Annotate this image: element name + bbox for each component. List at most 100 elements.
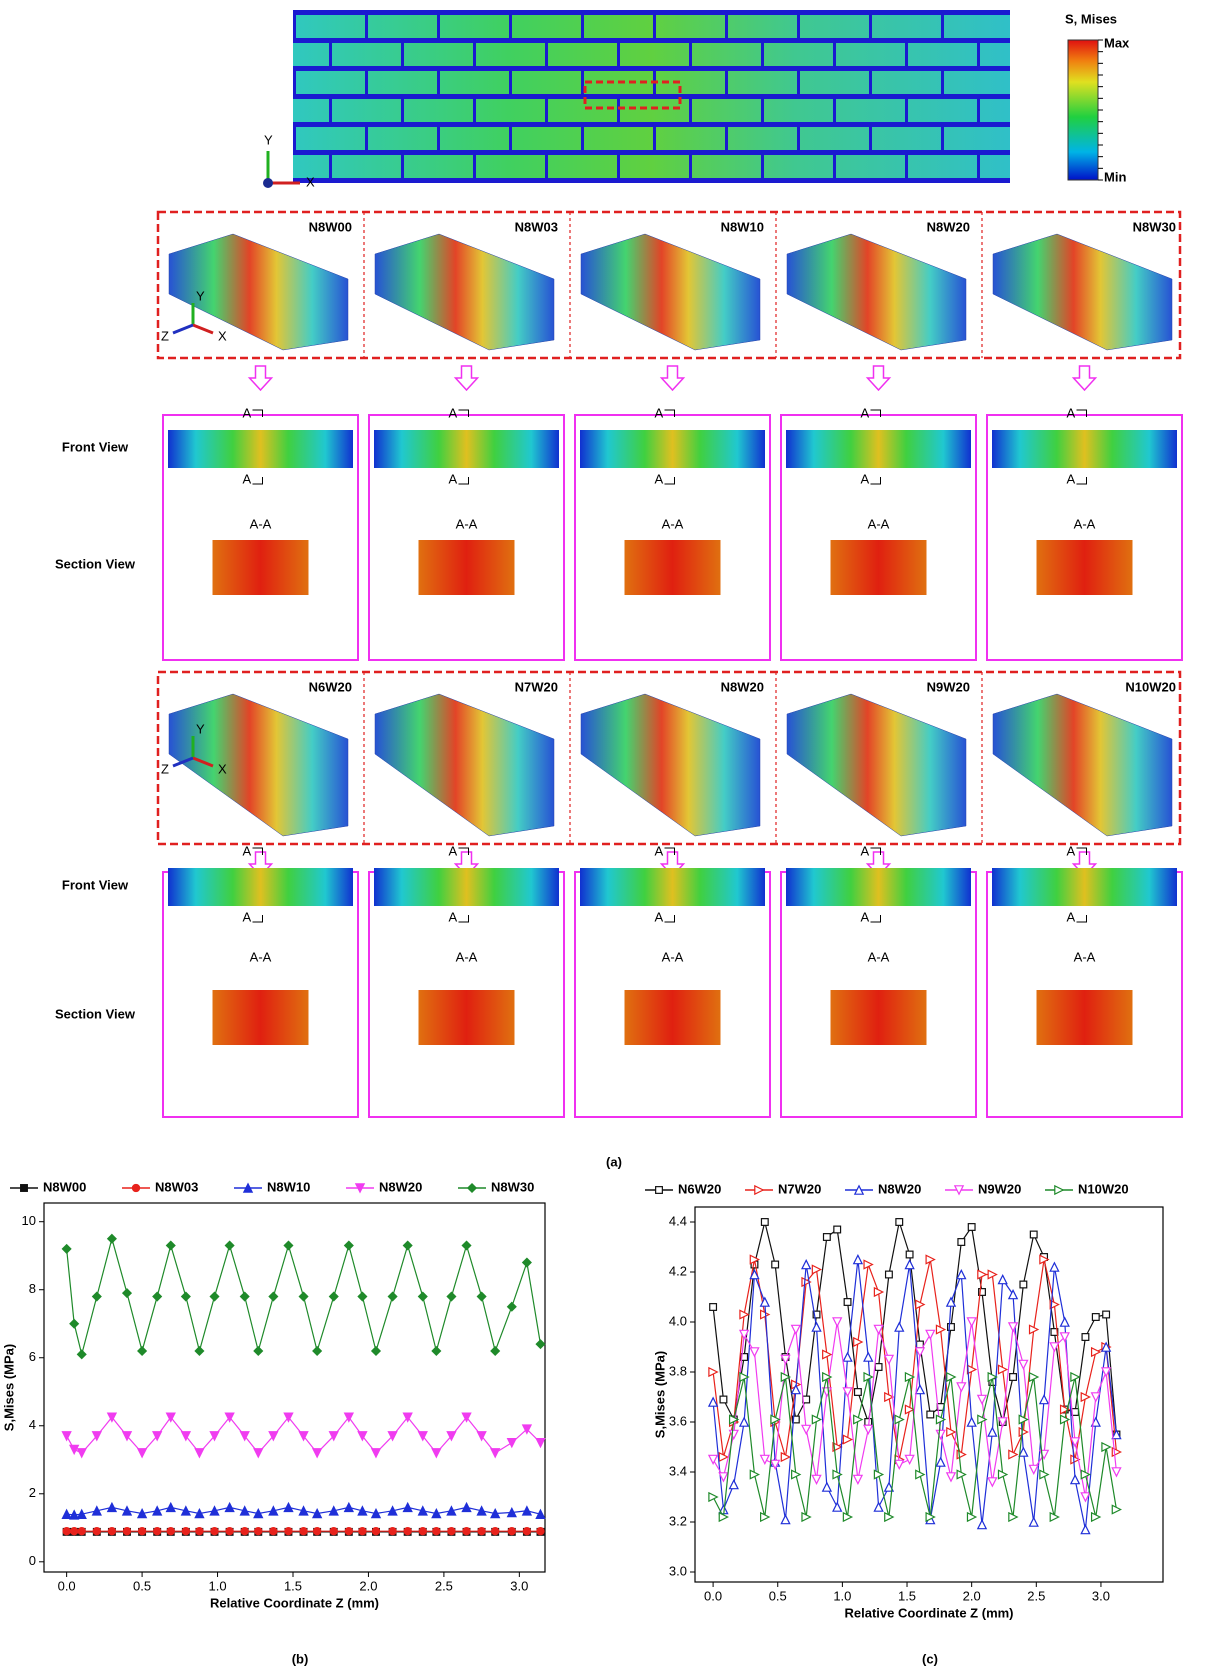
panel-a: S, MisesMaxMinYXN8W00AAA-AN8W03AAA-AN8W1… [55,10,1182,1169]
x-tick-label: 0.5 [133,1578,151,1593]
strip-joint [365,124,368,152]
strip-joint [941,68,944,96]
section-name: A-A [868,516,890,531]
section-view [625,990,721,1045]
strip-joint [725,124,728,152]
strip-joint [365,12,368,40]
legend-label: N6W20 [678,1181,721,1196]
row-label: Front View [62,439,129,454]
model-block [993,234,1172,350]
marker [492,1528,499,1535]
y-axis-title: S,Mises (MPa) [652,1351,667,1438]
section-mark: A [1067,843,1076,858]
strip-joint [977,152,980,180]
section-view [213,990,309,1045]
marker [345,1503,353,1511]
marker [330,1528,337,1535]
section-arrow [459,915,469,922]
section-arrow [1077,915,1087,922]
axis-origin [263,178,273,188]
marker [345,1528,352,1535]
strip-joint [905,96,908,124]
section-arrow [1077,477,1087,484]
front-view [168,868,353,906]
marker [388,1292,396,1300]
marker [1112,1468,1120,1476]
marker [71,1528,78,1535]
marker [988,1478,996,1486]
strip-joint [509,12,512,40]
marker [998,1275,1006,1283]
front-view [786,430,971,468]
marker [241,1528,248,1535]
marker [313,1449,321,1457]
model-label: N8W03 [515,219,558,234]
x-tick-label: 3.0 [1092,1588,1110,1603]
marker [299,1292,307,1300]
section-name: A-A [250,516,272,531]
strip-joint [473,40,476,68]
legend-label: N8W10 [267,1179,310,1194]
marker [978,1520,986,1528]
y-tick-label: 3.2 [669,1513,687,1528]
row-label: Front View [62,877,129,892]
marker [448,1528,455,1535]
marker [508,1303,516,1311]
marker [896,1219,903,1226]
marker [1009,1323,1017,1331]
legend-title: S, Mises [1065,11,1117,26]
marker [284,1241,292,1249]
marker [195,1449,203,1457]
section-mark: A [1067,909,1076,924]
marker [419,1528,426,1535]
strip-joint [977,40,980,68]
section-mark: A [1067,405,1076,420]
axis-label: Z [161,761,169,776]
marker [1050,1263,1058,1271]
marker [154,1528,161,1535]
strip-joint [653,124,656,152]
section-arrow [459,477,469,484]
marker [372,1528,379,1535]
strip-joint [689,96,692,124]
caption: (a) [606,1154,622,1169]
legend-label: N8W03 [155,1179,198,1194]
strip-joint [617,96,620,124]
front-view [374,868,559,906]
marker [93,1292,101,1300]
marker [462,1241,470,1249]
strip-joint [545,152,548,180]
marker [710,1304,717,1311]
section-mark: A [861,843,870,858]
section-mark: A [243,843,252,858]
model-block [375,694,554,836]
legend-label: N7W20 [778,1181,821,1196]
flow-arrow [456,366,478,390]
marker [62,1245,70,1253]
strip-joint [509,124,512,152]
marker [78,1350,86,1358]
y-tick-label: 2 [29,1485,36,1500]
marker [254,1449,262,1457]
marker [225,1241,233,1249]
row-label: Section View [55,1006,136,1021]
strip-joint [473,152,476,180]
axis-label: Y [196,721,205,736]
x-tick-label: 3.0 [510,1578,528,1593]
marker [389,1528,396,1535]
y-tick-label: 8 [29,1281,36,1296]
marker [895,1460,903,1468]
figure: S, MisesMaxMinYXN8W00AAA-AN8W03AAA-AN8W1… [0,0,1229,1675]
model-block [581,234,760,350]
marker [906,1251,913,1258]
marker [138,1347,146,1355]
section-view [419,540,515,595]
marker [345,1241,353,1249]
marker [210,1292,218,1300]
marker [372,1347,380,1355]
marker [823,1483,831,1491]
model-label: N8W10 [721,219,764,234]
marker [812,1475,820,1483]
section-arrow [253,915,263,922]
marker [108,1235,116,1243]
